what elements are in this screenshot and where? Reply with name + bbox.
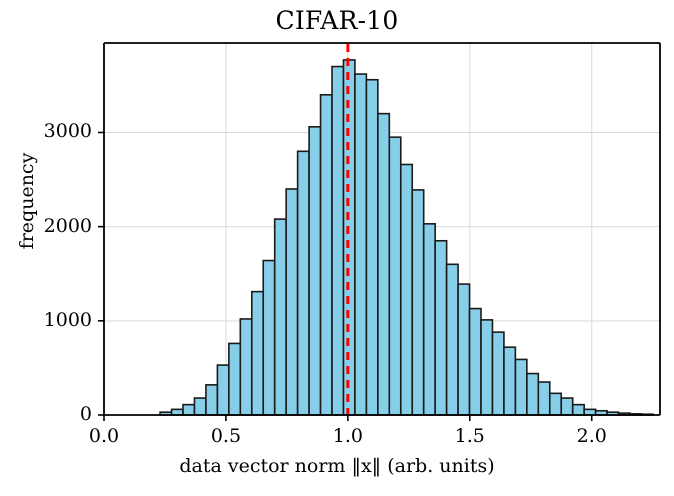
axes-spines bbox=[103, 42, 661, 416]
histogram-bar bbox=[560, 397, 574, 416]
histogram-bar bbox=[250, 290, 265, 416]
histogram-bar bbox=[457, 283, 471, 416]
axis-tick-marks bbox=[98, 131, 593, 421]
histogram-bars bbox=[159, 59, 654, 416]
histogram-bar bbox=[480, 319, 494, 416]
histogram-bar bbox=[342, 59, 356, 416]
histogram-bar bbox=[411, 189, 425, 416]
histogram-bar bbox=[182, 403, 196, 416]
histogram-bar bbox=[262, 259, 276, 416]
histogram-bar bbox=[205, 384, 219, 416]
x-tick-label: 2.0 bbox=[576, 425, 607, 447]
histogram-bar bbox=[319, 93, 333, 416]
histogram-bar bbox=[526, 372, 540, 416]
histogram-bar bbox=[537, 381, 551, 416]
y-tick-label: 1000 bbox=[43, 308, 92, 331]
histogram-bar bbox=[399, 163, 414, 416]
y-tick-label: 0 bbox=[79, 403, 92, 425]
histogram-bar bbox=[273, 218, 287, 416]
histogram-bar bbox=[422, 223, 436, 416]
histogram-bar bbox=[216, 364, 230, 416]
histogram-bar bbox=[548, 392, 563, 416]
chart-title: CIFAR-10 bbox=[275, 6, 399, 35]
x-tick-label: 1.5 bbox=[454, 425, 485, 447]
histogram-bar bbox=[193, 397, 207, 416]
y-tick-label: 2000 bbox=[43, 214, 92, 237]
histogram-bar bbox=[434, 239, 448, 416]
x-tick-label: 0.5 bbox=[210, 425, 242, 447]
histogram-bar bbox=[365, 78, 379, 416]
histogram-bar bbox=[331, 65, 345, 416]
histogram-bar bbox=[377, 112, 391, 416]
histogram-bar bbox=[308, 126, 322, 416]
histogram-bar bbox=[571, 403, 585, 416]
histogram-bar bbox=[491, 331, 505, 416]
x-tick-label: 1.0 bbox=[332, 425, 363, 447]
histogram-bar bbox=[468, 307, 482, 416]
histogram-bar bbox=[514, 358, 528, 416]
x-axis-label: data vector norm ‖x‖ (arb. units) bbox=[0, 455, 674, 477]
histogram-bar bbox=[239, 318, 253, 416]
x-axis-label-text: data vector norm ‖x‖ (arb. units) bbox=[179, 455, 495, 477]
histogram-bar bbox=[503, 346, 517, 416]
y-tick-label: 3000 bbox=[43, 120, 92, 143]
histogram-bar bbox=[296, 150, 310, 416]
histogram-bar bbox=[285, 188, 299, 416]
histogram-bar bbox=[354, 73, 368, 416]
x-tick-label: 0.0 bbox=[88, 425, 120, 447]
histogram-bar bbox=[388, 136, 402, 416]
histogram-bar bbox=[228, 342, 242, 416]
histogram-bar bbox=[445, 263, 459, 416]
